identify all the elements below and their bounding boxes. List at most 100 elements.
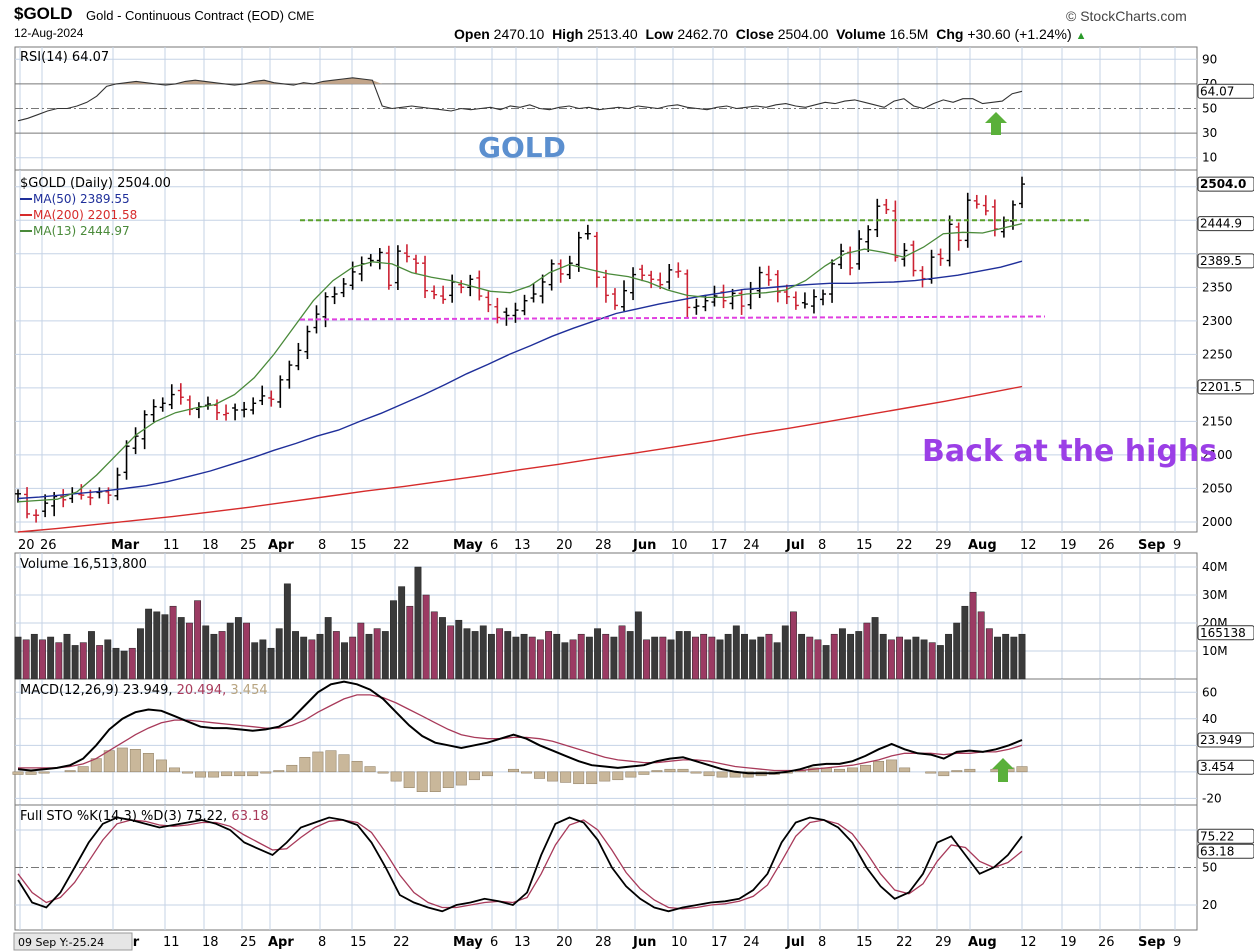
volume-bar-104 [863,622,871,680]
x-tick-price-22: 22 [896,538,913,553]
ma13-line [17,222,1023,503]
volume-bar-10 [96,645,104,680]
macd-hist-bar-40 [534,771,546,779]
volume-bar-111 [920,639,928,680]
volume-bar-19 [169,605,177,680]
macd-hist-bar-15 [208,771,220,778]
volume-bar-29 [251,642,259,680]
macd-line [17,680,1023,775]
volume-bar-116 [961,605,969,680]
x-tick-price-8: 15 [350,538,367,553]
macd-hist-bar-13 [182,771,193,774]
volume-bar-118 [977,611,985,680]
volume-bar-37 [316,633,324,680]
value-label-rsi: 64.07 [1200,84,1234,98]
y-tick-macd-0: 60 [1202,685,1217,699]
x-tick-bottom-20: 8 [818,935,826,950]
x-tick-bottom-28: Sep [1138,935,1166,950]
volume-bar-26 [226,622,234,680]
macd-hist-bar-18 [247,771,259,777]
x-tick-bottom-26: 19 [1060,935,1077,950]
x-tick-price-23: 29 [935,538,952,553]
value-label-ma50: 2389.5 [1200,254,1242,268]
volume-bar-72 [602,633,610,680]
volume-bar-93 [773,642,781,680]
volume-bar-96 [798,633,806,680]
volume-bar-103 [855,631,863,680]
x-tick-bottom-27: 26 [1098,935,1115,950]
macd-hist-bar-54 [716,771,728,778]
volume-bar-81 [675,631,683,680]
volume-bar-35 [300,636,308,680]
description-text: Gold - Continuous Contract (EOD) [86,8,284,23]
x-tick-price-13: 20 [556,538,573,553]
volume-bar-94 [781,625,789,680]
value-box-macd [1197,732,1254,748]
volume-bar-49 [414,566,422,680]
macd-hist-bar-26 [351,760,363,773]
volume-bar-12 [112,647,120,680]
macd-hist-bar-64 [847,767,858,773]
macd-hist-bar-63 [833,768,845,773]
value-label-macd: 23.949 [1200,733,1242,747]
macd-hist-bar-24 [325,750,337,773]
macd-hist-bar-32 [429,771,441,792]
volume-bar-56 [471,631,479,680]
volume-bar-89 [741,633,748,680]
y-tick-macd-2: -20 [1202,791,1222,805]
rsi-line [17,77,1023,122]
macd-hist-bar-41 [547,771,559,782]
macd-hist-bar-25 [338,754,350,773]
y-tick-vol-3: 10M [1202,644,1228,658]
x-tick-price-16: 10 [671,538,688,553]
volume-bar-50 [422,594,430,680]
volume-bar-123 [1018,633,1026,680]
x-tick-price-6: Apr [268,538,294,553]
volume-bar-108 [896,636,903,680]
macd-hist-bar-23 [312,751,324,773]
macd-hist-bar-16 [221,771,233,777]
macd-hist-bar-49 [651,770,663,773]
x-tick-price-29: 9 [1173,538,1181,553]
volume-bar-113 [936,645,944,680]
volume-bar-74 [618,625,626,680]
volume-bar-44 [373,628,381,680]
volume-bar-43 [365,633,373,680]
volume-bar-38 [324,617,332,680]
x-tick-price-5: 25 [240,538,257,553]
macd-hist-bar-39 [521,771,532,774]
macd-hist-bar-5 [77,766,89,773]
ma50-line [17,260,1023,500]
volume-bar-13 [120,650,128,680]
macd-hist-bar-56 [742,771,754,778]
panel-frame-price [14,169,1198,533]
volume-bar-4 [47,636,55,680]
volume-bar-82 [683,631,691,680]
value-label-ma13: 2444.9 [1200,217,1242,231]
volume-bar-52 [439,617,446,680]
volume-bar-64 [536,639,544,680]
volume-bar-31 [267,647,275,680]
macd-hist-bar-67 [886,759,898,773]
volume-bar-18 [161,614,169,680]
value-box-sto-k [1197,828,1254,844]
value-box-price-close [1197,176,1254,192]
y-tick-vol-0: 40M [1202,560,1228,574]
macd-hist-bar-38 [508,768,519,773]
macd-hist-bar-34 [455,771,467,786]
x-tick-bottom-7: 8 [318,935,326,950]
volume-bar-59 [496,628,504,680]
volume-bar-46 [390,600,397,680]
volume-bar-102 [847,633,855,680]
macd-hist-bar-70 [925,771,937,774]
macd-hist-bar-28 [377,771,389,774]
volume-bar-58 [487,633,495,680]
x-tick-bottom-18: 24 [743,935,760,950]
macd-hist-bar-4 [64,770,76,773]
macd-hist-bar-20 [273,770,285,773]
value-box-ma200 [1197,379,1254,395]
open-label: Open [454,26,490,42]
ma200-line [17,385,1023,533]
macd-hist-bar-44 [586,771,598,785]
